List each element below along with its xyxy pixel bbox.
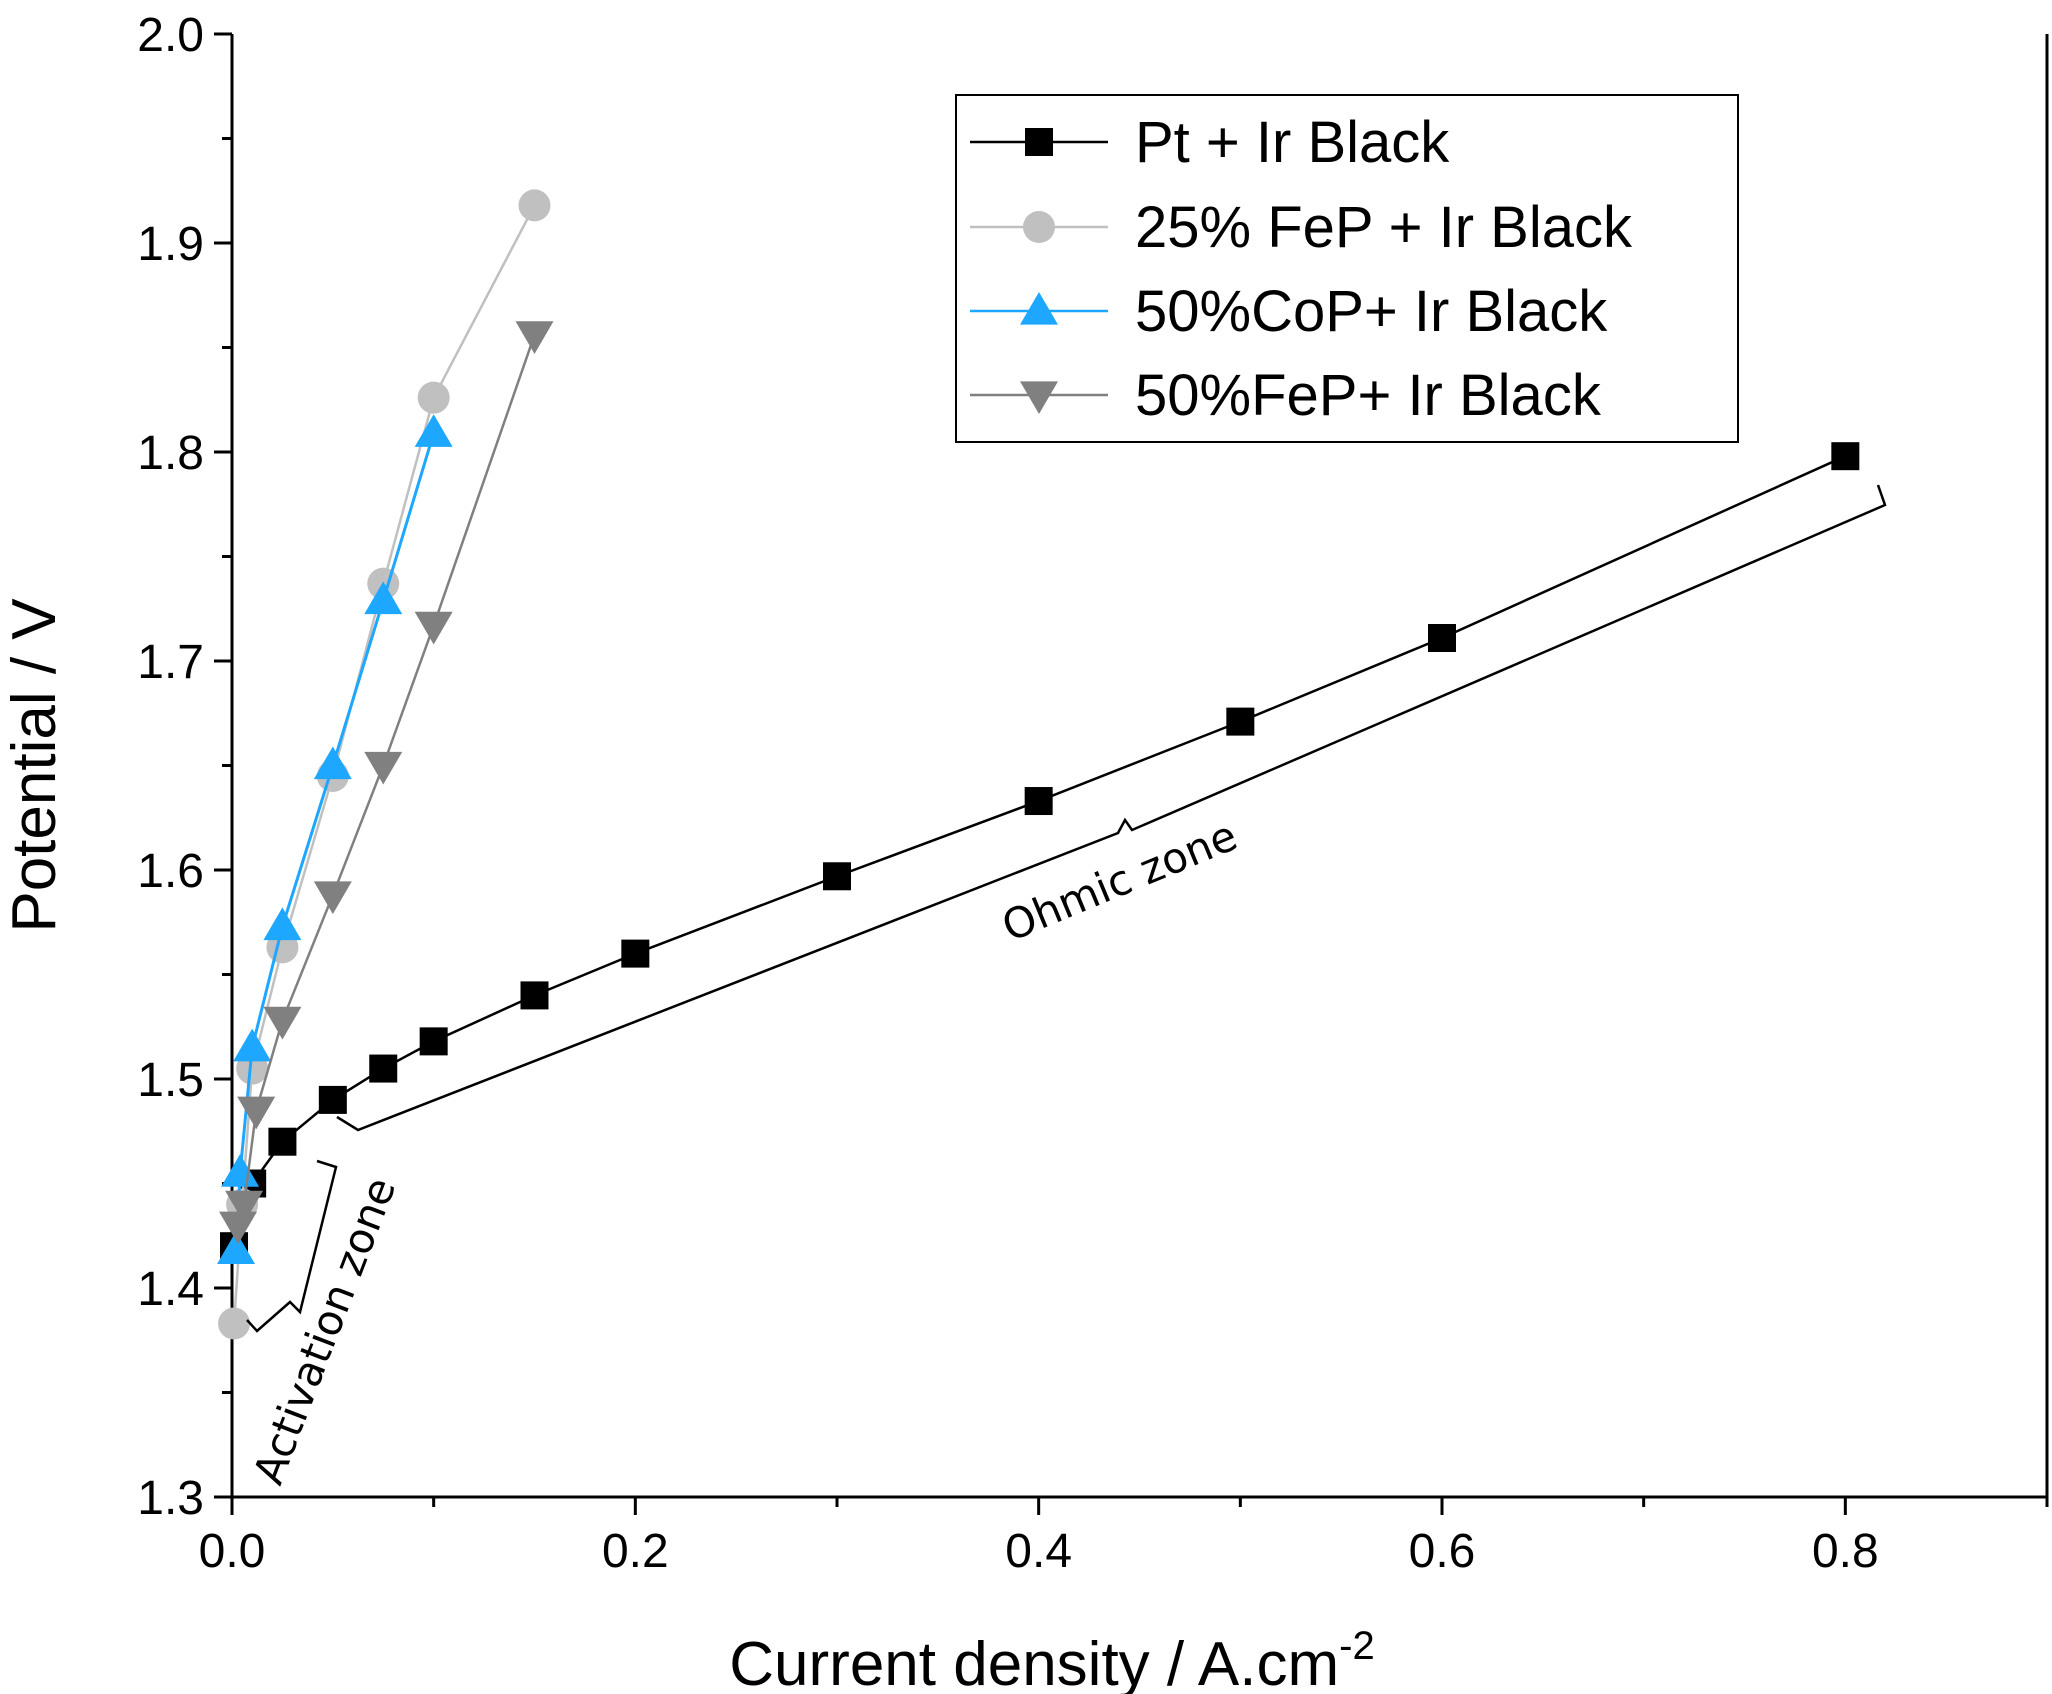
legend-entry: 50%FeP+ Ir Black xyxy=(970,363,1602,428)
data-point xyxy=(225,1190,264,1224)
data-point xyxy=(263,1006,302,1040)
legend: Pt + Ir Black 25% FeP + Ir Black 50%CoP+ I… xyxy=(955,94,1739,443)
x-tick-label: 0.8 xyxy=(1812,1525,1879,1578)
legend-entry: Pt + Ir Black xyxy=(970,110,1450,175)
legend-label: 50%FeP+ Ir Black xyxy=(1135,363,1602,428)
data-point xyxy=(218,1307,251,1340)
legend-marker xyxy=(1020,292,1058,325)
activation-zone-label: Activation zone xyxy=(244,1171,406,1491)
y-tick-label: 1.4 xyxy=(137,1263,204,1316)
series-4 xyxy=(219,321,554,1245)
data-point xyxy=(221,1154,260,1187)
legend-marker xyxy=(1023,211,1055,243)
data-point xyxy=(515,321,554,354)
data-point xyxy=(364,581,403,615)
y-tick-label: 1.8 xyxy=(137,427,204,480)
series-3 xyxy=(217,414,453,1265)
data-point xyxy=(268,1127,297,1156)
data-point xyxy=(263,907,302,941)
data-point xyxy=(1024,787,1053,816)
data-point xyxy=(313,881,352,915)
data-point xyxy=(417,381,450,414)
series-line xyxy=(234,432,436,1251)
data-point xyxy=(1831,442,1860,471)
y-tick-label: 1.7 xyxy=(137,636,204,689)
data-point xyxy=(364,751,403,785)
annotations: Activation zone Ohmic zone xyxy=(244,484,1887,1491)
x-tick-label: 0.2 xyxy=(602,1525,669,1578)
legend-box xyxy=(955,94,1739,443)
x-axis-title-superscript: -2 xyxy=(1339,1624,1375,1668)
activation-zone-bracket xyxy=(246,1159,338,1333)
y-tick-label: 1.3 xyxy=(137,1472,204,1525)
x-axis-title: Current density / A.cm-2 xyxy=(729,1624,1374,1694)
data-point xyxy=(1226,707,1255,736)
data-point xyxy=(419,1027,448,1056)
legend-entry: 25% FeP + Ir Black xyxy=(970,195,1633,260)
legend-marker xyxy=(1020,381,1058,414)
series-1 xyxy=(220,442,1860,1261)
data-point xyxy=(621,939,650,968)
y-tick-label: 1.6 xyxy=(137,845,204,898)
data-point xyxy=(237,1096,276,1130)
x-tick-label: 0.0 xyxy=(199,1525,266,1578)
series-line xyxy=(232,455,1846,1247)
data-point xyxy=(369,1054,398,1083)
data-point xyxy=(520,981,549,1010)
y-tick-label: 1.5 xyxy=(137,1054,204,1107)
data-point xyxy=(219,1211,258,1245)
legend-entry: 50%CoP+ Ir Black xyxy=(970,279,1608,344)
axes: 0.0 0.2 0.4 0.6 0.8 1.3 1.4 1.5 1.6 1.7 1.8 1.9 2.0 C… xyxy=(0,9,2049,1694)
ohmic-zone-bracket xyxy=(336,484,1887,1132)
legend-marker xyxy=(1025,128,1053,156)
x-tick-label: 0.6 xyxy=(1409,1525,1476,1578)
y-axis-title: Potential / V xyxy=(0,598,69,933)
data-point xyxy=(318,1085,347,1114)
data-point xyxy=(518,189,551,222)
legend-label: Pt + Ir Black xyxy=(1135,110,1450,175)
plot-area xyxy=(217,189,1860,1340)
x-tick-label: 0.4 xyxy=(1005,1525,1072,1578)
data-point xyxy=(414,414,453,447)
y-tick-label: 1.9 xyxy=(137,218,204,271)
data-point xyxy=(1428,624,1456,653)
legend-label: 25% FeP + Ir Black xyxy=(1135,195,1633,260)
data-point xyxy=(217,1231,256,1265)
data-point xyxy=(313,746,352,780)
data-point xyxy=(823,862,851,891)
series-line xyxy=(236,334,536,1226)
data-point xyxy=(233,1028,272,1062)
legend-label: 50%CoP+ Ir Black xyxy=(1135,279,1608,344)
data-point xyxy=(414,611,453,645)
y-tick-label: 2.0 xyxy=(137,9,204,62)
